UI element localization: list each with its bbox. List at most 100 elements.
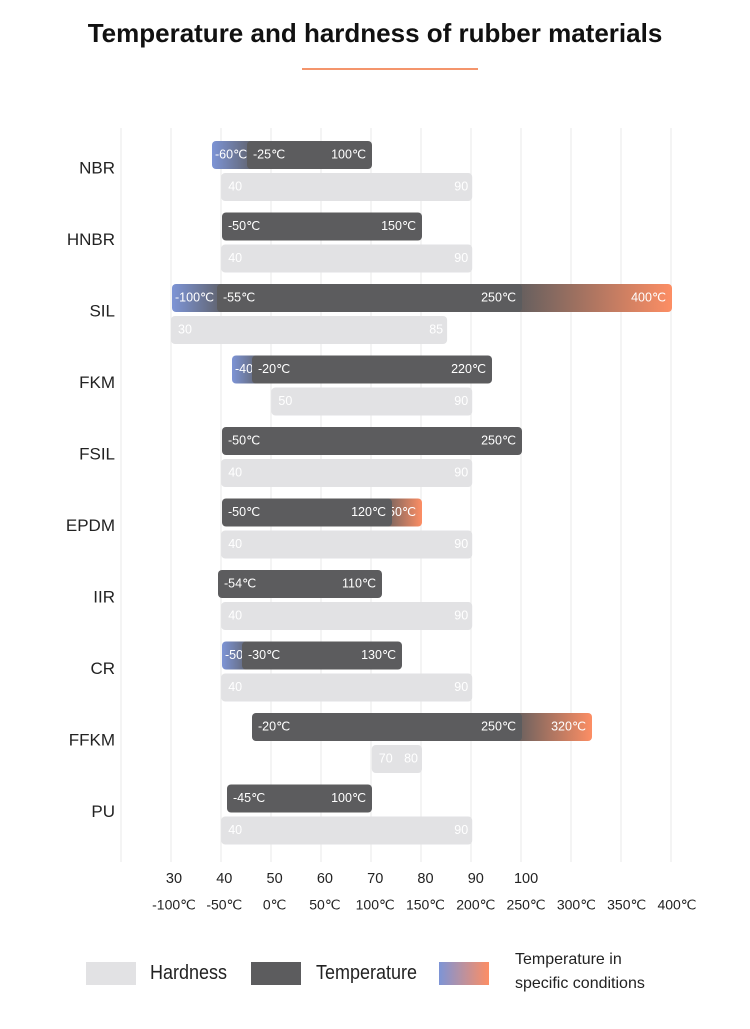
temperature-bar (252, 355, 492, 384)
temperature-min-label: -50℃ (228, 505, 260, 519)
category-label: HNBR (67, 230, 115, 249)
temperature-tick-label: 0℃ (263, 897, 287, 913)
hardness-min-label: 40 (228, 251, 242, 265)
temperature-min-label: -20℃ (258, 719, 290, 733)
temperature-max-label: 130℃ (361, 648, 396, 662)
hardness-bar (271, 387, 473, 416)
hardness-min-label: 40 (228, 608, 242, 622)
special-high-label: 400℃ (631, 290, 666, 304)
legend-label-temperature: Temperature (316, 962, 418, 984)
temperature-bar (222, 498, 392, 527)
category-label: FKM (79, 373, 115, 392)
temperature-max-label: 100℃ (331, 147, 366, 161)
temperature-tick-label: -100℃ (152, 897, 196, 913)
temperature-tick-label: 250℃ (507, 897, 546, 913)
temperature-min-label: -55℃ (223, 290, 255, 304)
hardness-max-label: 90 (454, 537, 468, 551)
hardness-min-label: 40 (228, 465, 242, 479)
hardness-bar (221, 173, 473, 201)
temperature-bar (217, 284, 522, 312)
temperature-min-label: -50℃ (228, 433, 260, 447)
legend-label-special-line2: specific conditions (515, 975, 645, 992)
hardness-bar (221, 244, 473, 273)
temperature-max-label: 120℃ (351, 505, 386, 519)
hardness-bar (371, 745, 422, 773)
legend-label-hardness: Hardness (150, 962, 228, 984)
hardness-min-label: 40 (228, 179, 242, 193)
temperature-tick-label: 50℃ (309, 897, 340, 913)
temperature-min-label: -25℃ (253, 147, 285, 161)
temperature-bar (222, 427, 522, 455)
hardness-tick-label: 30 (166, 871, 182, 887)
category-label: IIR (93, 587, 115, 606)
hardness-max-label: 90 (454, 823, 468, 837)
hardness-max-label: 90 (454, 179, 468, 193)
special-high-bar (510, 284, 672, 312)
hardness-min-label: 70 (379, 751, 393, 765)
title-underline (302, 68, 478, 70)
category-label: FSIL (79, 444, 115, 463)
temperature-bar (218, 570, 382, 598)
category-label: NBR (79, 158, 115, 177)
temperature-tick-label: 200℃ (456, 897, 495, 913)
temperature-min-label: -45℃ (233, 791, 265, 805)
hardness-min-label: 30 (178, 322, 192, 336)
hardness-max-label: 90 (454, 608, 468, 622)
temperature-max-label: 110℃ (342, 576, 376, 590)
legend-swatch-special (439, 962, 489, 985)
temperature-max-label: 250℃ (481, 719, 516, 733)
hardness-max-label: 90 (454, 465, 468, 479)
category-label: PU (91, 802, 115, 821)
special-low-label: -100℃ (175, 290, 214, 304)
hardness-max-label: 90 (454, 251, 468, 265)
hardness-max-label: 80 (404, 751, 418, 765)
temperature-tick-label: 150℃ (406, 897, 445, 913)
legend-label-special-line1: Temperature in (515, 951, 622, 968)
category-label: SIL (89, 301, 115, 320)
special-high-label: 320℃ (551, 719, 586, 733)
hardness-tick-label: 70 (367, 871, 383, 887)
hardness-min-label: 40 (228, 823, 242, 837)
legend-swatch-hardness (86, 962, 136, 985)
temperature-tick-label: -50℃ (206, 897, 242, 913)
temperature-bar (227, 784, 372, 813)
hardness-bar (221, 673, 473, 702)
hardness-bar (221, 459, 473, 487)
temperature-max-label: 150℃ (381, 219, 416, 233)
temperature-max-label: 100℃ (331, 791, 366, 805)
hardness-max-label: 85 (429, 322, 443, 336)
temperature-tick-label: 100℃ (356, 897, 395, 913)
special-low-label: -60℃ (215, 147, 247, 161)
special-low-bar (172, 284, 229, 312)
temperature-min-label: -50℃ (228, 219, 260, 233)
temperature-bar (222, 212, 422, 241)
temperature-max-label: 250℃ (481, 433, 516, 447)
hardness-bar (221, 530, 473, 559)
temperature-tick-label: 300℃ (557, 897, 596, 913)
temperature-bar (252, 713, 522, 741)
hardness-max-label: 90 (454, 680, 468, 694)
temperature-max-label: 250℃ (481, 290, 516, 304)
temperature-min-label: -20℃ (258, 362, 290, 376)
hardness-tick-label: 40 (216, 871, 232, 887)
special-high-bar (510, 713, 592, 741)
category-label: EPDM (66, 516, 115, 535)
chart-title: Temperature and hardness of rubber mater… (87, 18, 663, 48)
hardness-bar (221, 816, 473, 845)
hardness-max-label: 90 (454, 394, 468, 408)
temperature-min-label: -54℃ (224, 576, 256, 590)
hardness-bar (221, 602, 473, 630)
temperature-tick-label: 400℃ (657, 897, 696, 913)
hardness-tick-label: 60 (317, 871, 333, 887)
temperature-max-label: 220℃ (451, 362, 486, 376)
category-label: FFKM (69, 730, 115, 749)
legend-swatch-temperature (251, 962, 301, 985)
hardness-bar (171, 316, 448, 344)
temperature-bar (247, 141, 372, 169)
hardness-tick-label: 50 (267, 871, 283, 887)
hardness-tick-label: 100 (514, 871, 538, 887)
hardness-tick-label: 90 (468, 871, 484, 887)
category-label: CR (90, 659, 115, 678)
hardness-min-label: 40 (228, 680, 242, 694)
